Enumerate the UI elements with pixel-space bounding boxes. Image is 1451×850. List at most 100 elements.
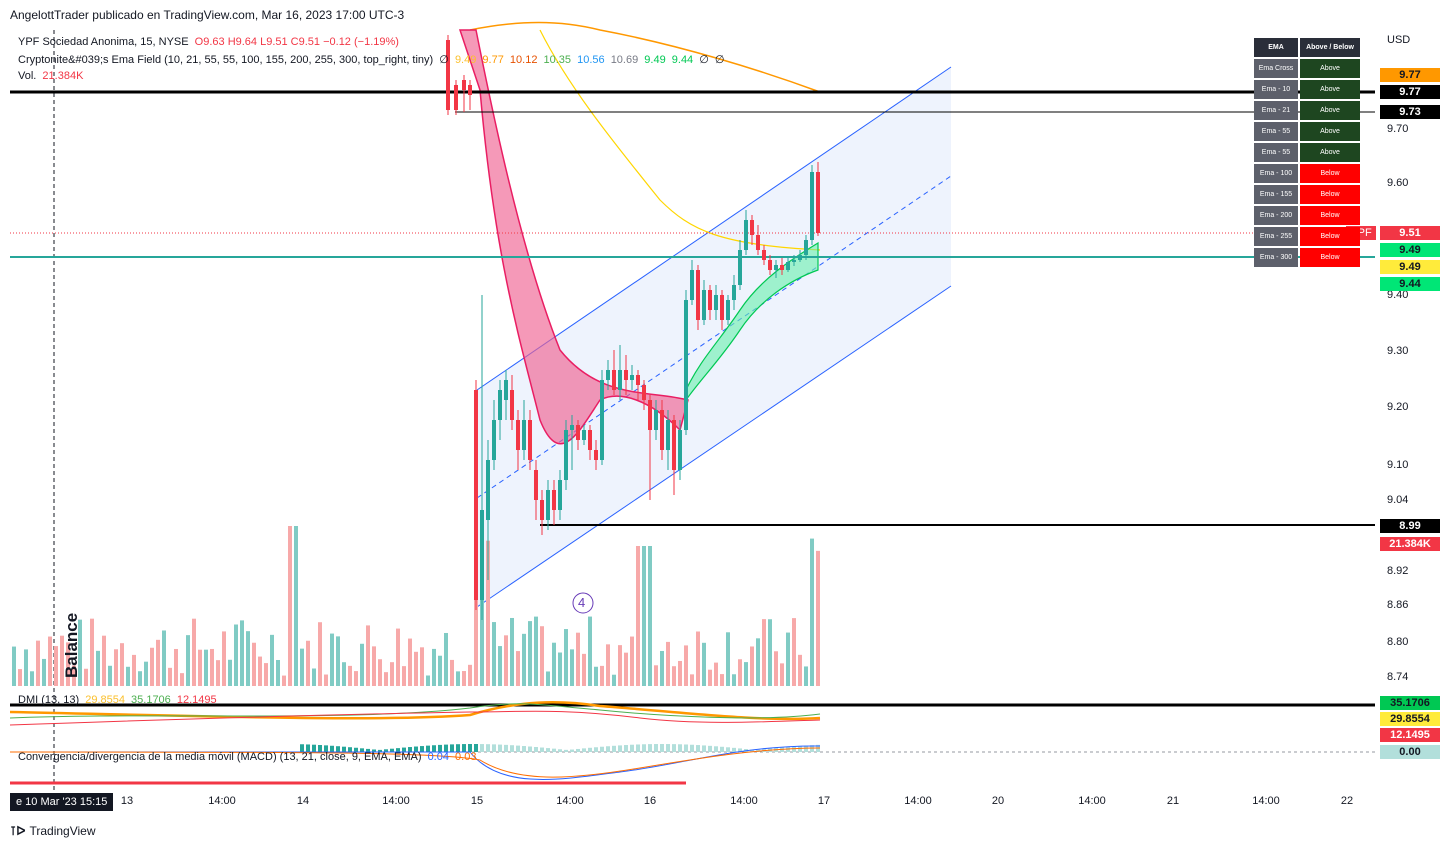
volume-bar: [228, 659, 232, 686]
ema-table-row: Ema - 155 Below: [1254, 185, 1360, 204]
channel-lower-line[interactable]: [476, 285, 952, 608]
volume-bar: [336, 636, 340, 686]
macd-hist-bar: [648, 744, 652, 752]
macd-hist-bar: [360, 748, 364, 752]
volume-bar: [756, 638, 760, 686]
macd-hist-bar: [618, 745, 622, 752]
macd-hist-bar: [642, 744, 646, 752]
price-tag: 9.77: [1380, 68, 1440, 82]
volume-bar: [216, 660, 220, 686]
macd-hist-bar: [696, 745, 700, 752]
legend-val-3: 10.12: [509, 54, 538, 66]
macd-hist-bar: [630, 744, 634, 752]
macd-hist-bar: [594, 747, 598, 752]
volume-bar: [348, 665, 352, 686]
macd-hist-bar: [738, 748, 742, 752]
price-tick: 8.92: [1387, 565, 1409, 577]
legend-val-10: ∅: [714, 54, 725, 66]
macd-hist-bar: [384, 749, 388, 752]
candle-body: [714, 295, 718, 310]
ema-row-status: Below: [1300, 206, 1360, 225]
macd-hist-bar: [366, 748, 370, 752]
macd-hist-bar: [438, 744, 442, 752]
price-tick: 8.80: [1387, 636, 1409, 648]
candle-body: [504, 380, 508, 400]
volume-bar: [180, 673, 184, 686]
volume-bar: [510, 617, 514, 686]
volume-bar: [576, 632, 580, 686]
volume-bar: [330, 633, 334, 686]
volume-bar: [54, 646, 58, 686]
ema-row-label: Ema - 55: [1254, 143, 1298, 162]
candles: [446, 35, 820, 620]
volume-bar: [612, 674, 616, 686]
ema-row-status: Above: [1300, 122, 1360, 141]
macd-hist-bar: [396, 748, 400, 752]
price-tick: 9.04: [1387, 494, 1409, 506]
legend-indicator: Cryptonite&#039;s Ema Field (10, 21, 55,…: [18, 54, 434, 66]
volume-bar: [138, 671, 142, 686]
volume-bar: [162, 630, 166, 686]
macd-hist-bar: [804, 745, 808, 752]
legend-dmi-1: 35.1706: [131, 694, 171, 706]
macd-hist-bar: [354, 747, 358, 752]
ema-row-label: Ema - 100: [1254, 164, 1298, 183]
balance-label: Balance: [62, 612, 81, 678]
ema-table-row: Ema - 300 Below: [1254, 248, 1360, 267]
volume-bar: [186, 635, 190, 686]
volume-bar: [492, 622, 496, 686]
price-tick: 9.20: [1387, 401, 1409, 413]
candle-body: [630, 375, 634, 380]
volume-bar: [540, 626, 544, 686]
ema-row-status: Above: [1300, 101, 1360, 120]
channel-upper-line[interactable]: [476, 66, 952, 391]
macd-hist-bar: [480, 744, 484, 752]
volume-bar: [750, 646, 754, 686]
channel-mid-line[interactable]: [476, 175, 952, 499]
volume-bar: [462, 671, 466, 686]
macd-hist-bar: [690, 744, 694, 752]
volume-bar: [150, 647, 154, 686]
volume-bar: [102, 635, 106, 686]
candle-body: [564, 430, 568, 480]
volume-bar: [630, 636, 634, 686]
volume-bar: [204, 649, 208, 686]
volume-bar: [450, 659, 454, 686]
volume-bar: [24, 649, 28, 686]
candle-body: [582, 430, 586, 440]
ema-row-label: Ema - 300: [1254, 248, 1298, 267]
volume-bar: [720, 674, 724, 686]
ema-table-row: Ema Cross Above: [1254, 59, 1360, 78]
macd-hist-bar: [510, 745, 514, 752]
volume-bar: [780, 663, 784, 686]
macd-hist-bar: [312, 744, 316, 752]
time-tick: 21: [1166, 795, 1180, 807]
volume-bar: [660, 650, 664, 686]
volume-bar: [432, 648, 436, 686]
macd-hist-bar: [492, 744, 496, 752]
volume-bar: [30, 671, 34, 686]
macd-hist-bar: [474, 744, 478, 752]
price-tag: 9.49: [1380, 260, 1440, 274]
volume-bar: [816, 550, 820, 686]
candle-body: [576, 425, 580, 440]
volume-bar: [426, 675, 430, 686]
candle-body: [810, 172, 814, 240]
macd-hist-bar: [792, 746, 796, 752]
volume-bar: [42, 658, 46, 686]
macd-hist-bar: [732, 747, 736, 752]
wave-label-circle[interactable]: [572, 592, 594, 614]
volume-bar: [558, 652, 562, 686]
volume-bar: [522, 633, 526, 686]
volume-bar: [504, 635, 508, 686]
candle-body: [534, 470, 538, 500]
candle-body: [480, 510, 484, 600]
volume-bar: [390, 662, 394, 686]
ema-table-row: Ema - 10 Above: [1254, 80, 1360, 99]
volume-bar: [384, 672, 388, 686]
ema-row-status: Above: [1300, 59, 1360, 78]
time-tick: 14:00: [208, 795, 236, 807]
legend-macd: Convergencia/divergencia de la media móv…: [18, 751, 422, 763]
wave-label: 4: [578, 595, 586, 610]
